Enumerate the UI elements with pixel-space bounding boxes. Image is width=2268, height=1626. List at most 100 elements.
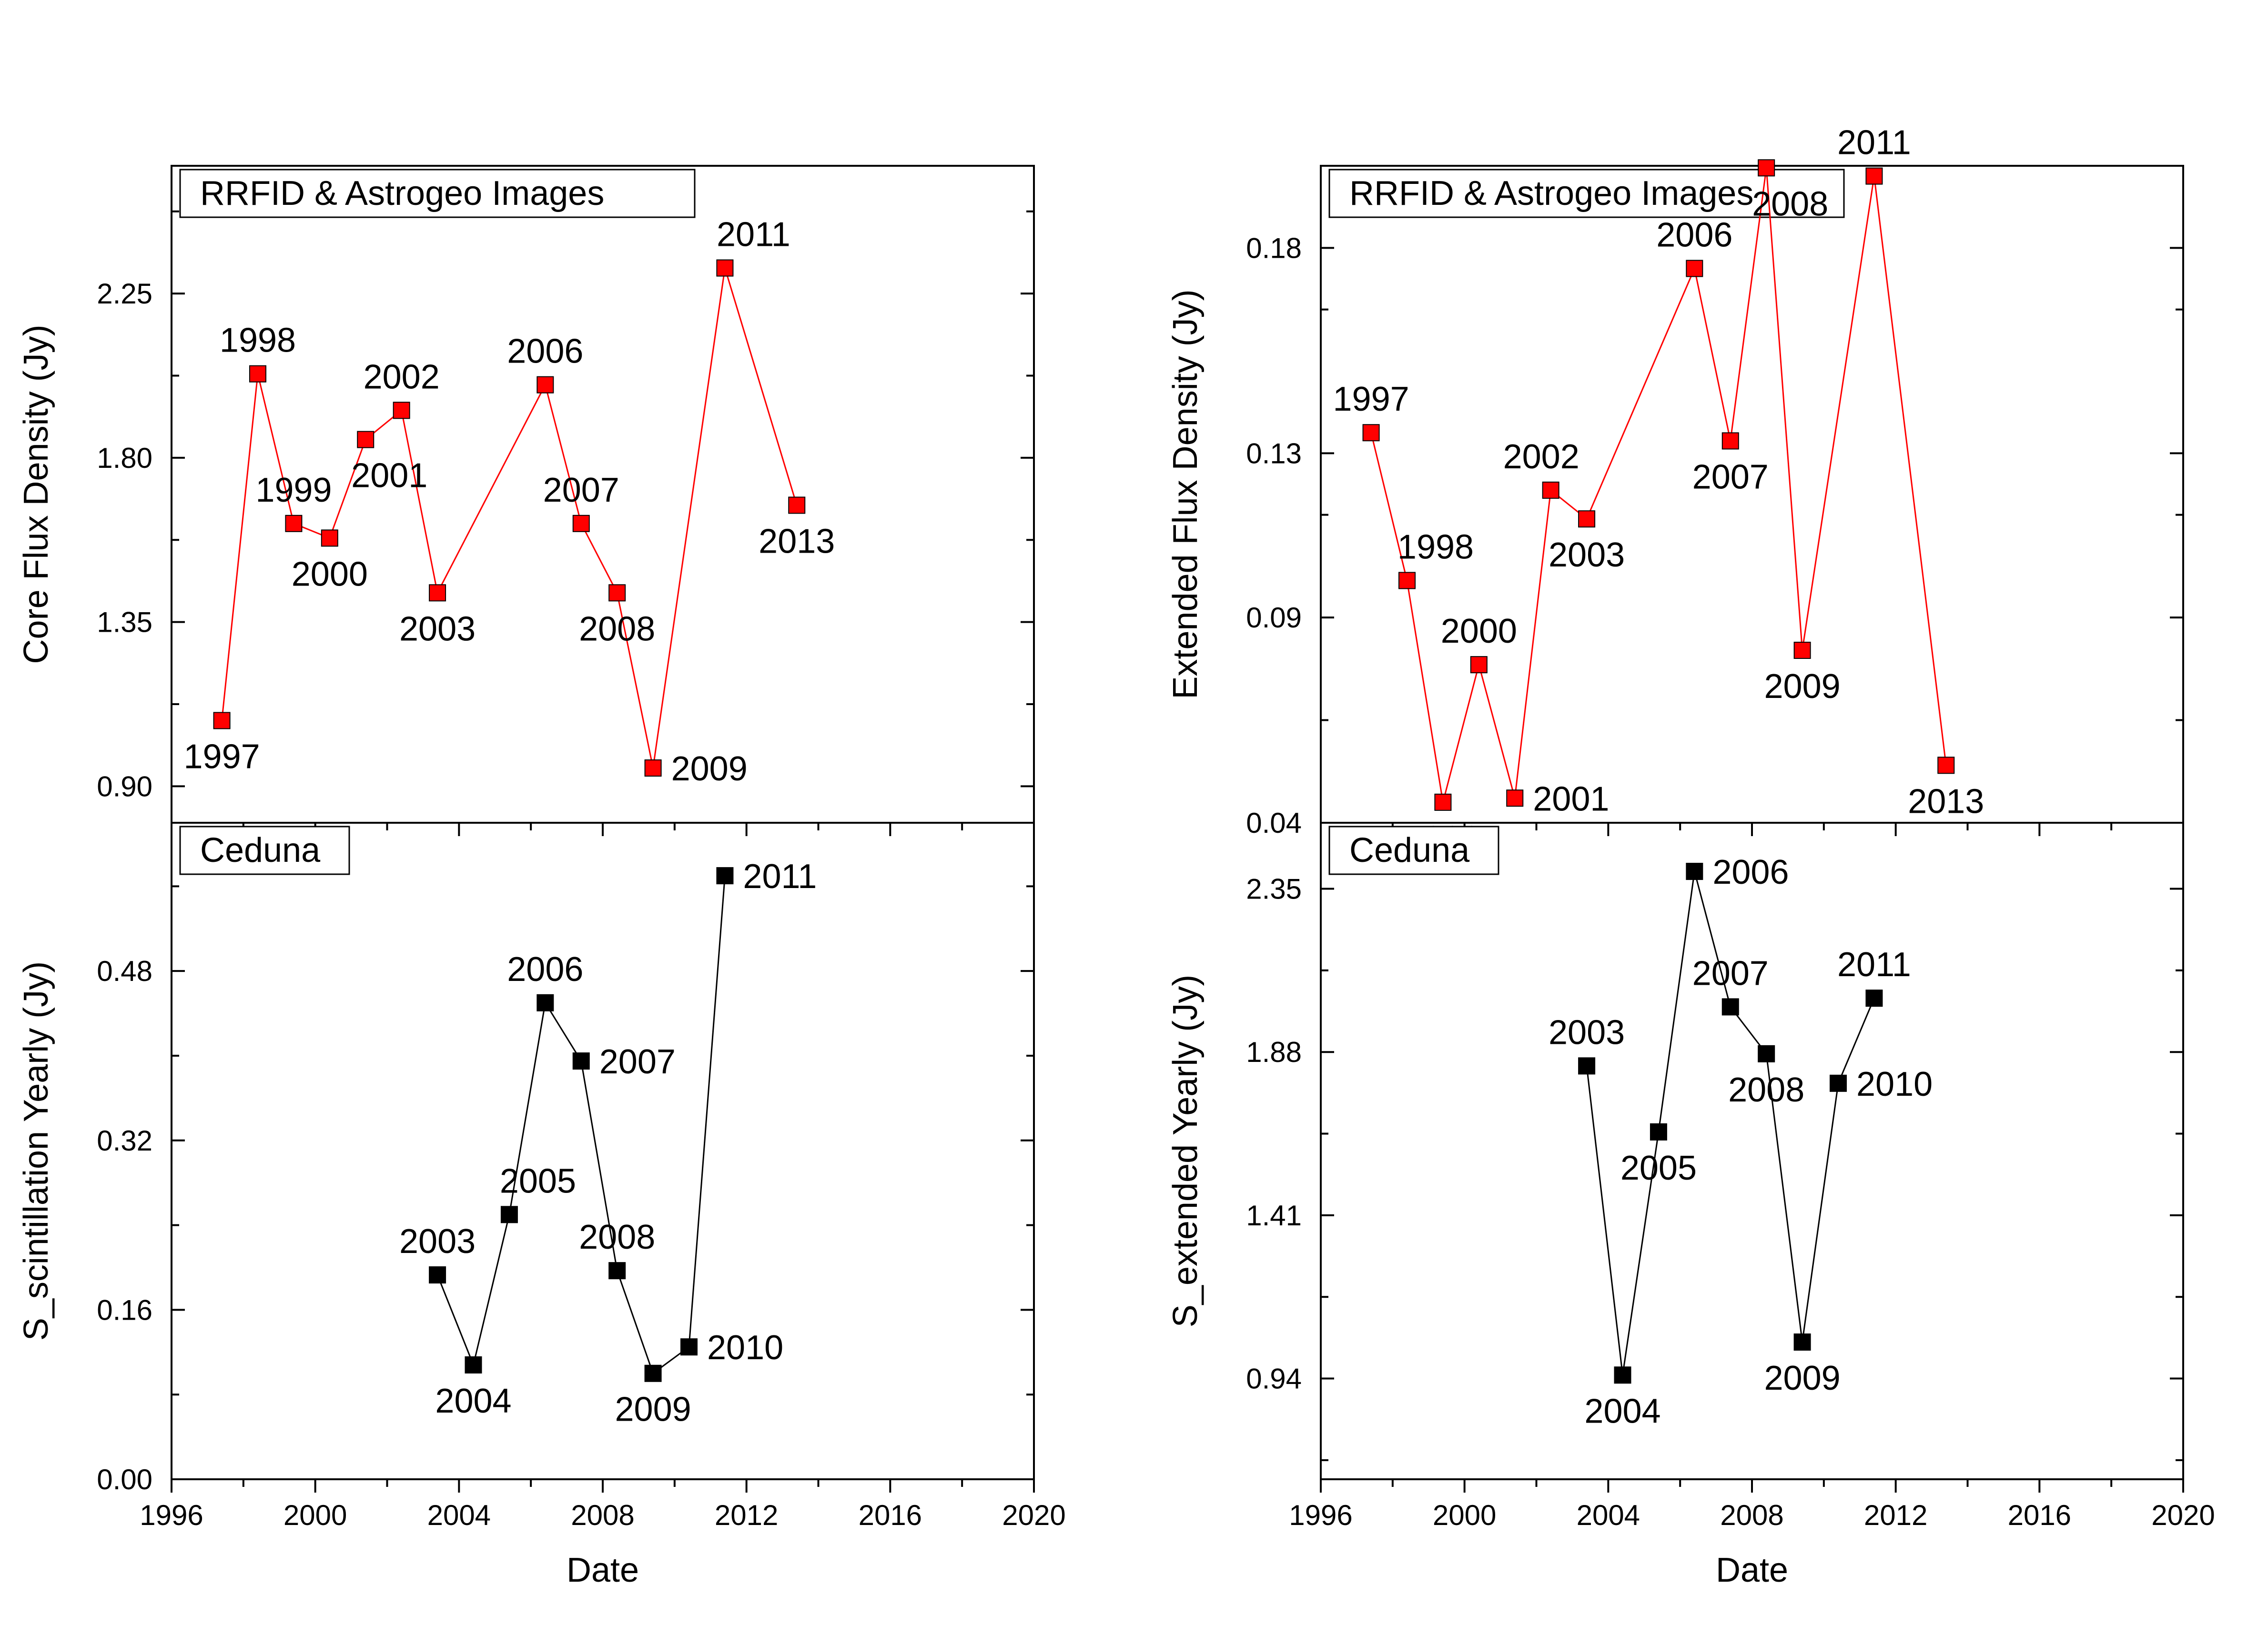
top-left-data-point <box>321 529 338 547</box>
bottom-left-data-point <box>644 1364 662 1382</box>
bottom-left-legend-box <box>179 826 350 875</box>
top-left-data-point <box>788 496 806 514</box>
bottom-left-data-point <box>465 1356 482 1374</box>
top-left-y-axis-title: Core Flux Density (Jy) <box>17 324 55 664</box>
bottom-right-data-point <box>1793 1333 1811 1351</box>
bottom-right-data-label: 2010 <box>1856 1065 1933 1103</box>
top-right-data-point <box>1434 793 1452 811</box>
bottom-left-data-point <box>572 1052 590 1070</box>
bottom-right-xtick-label: 1996 <box>1289 1499 1352 1531</box>
bottom-left-data-label: 2010 <box>707 1329 783 1367</box>
bottom-left-data-label: 2009 <box>615 1391 691 1429</box>
bottom-right-legend-box <box>1328 826 1499 875</box>
bottom-right-ytick-label: 1.88 <box>1246 1036 1302 1068</box>
bottom-right-y-axis-title: S_extended Yearly (Jy) <box>1166 975 1205 1327</box>
top-left-legend-box <box>179 169 696 218</box>
bottom-right-data-point <box>1830 1074 1847 1092</box>
top-right-data-point <box>1542 481 1559 499</box>
bottom-right-xtick-label: 2020 <box>2151 1499 2215 1531</box>
bottom-right-plot-frame <box>1320 822 2184 1480</box>
top-right-data-point <box>1398 572 1416 589</box>
bottom-left-ytick-label: 0.48 <box>97 955 152 987</box>
bottom-left-ytick-label: 0.00 <box>97 1464 152 1495</box>
top-left-ytick-label: 1.80 <box>97 442 152 474</box>
top-left-ytick-label: 2.25 <box>97 278 152 310</box>
bottom-left-ytick-label: 0.32 <box>97 1125 152 1157</box>
bottom-right-data-label: 2004 <box>1584 1392 1660 1430</box>
bottom-right-ytick-label: 2.35 <box>1246 873 1302 905</box>
top-right-data-label: 2011 <box>1837 124 1911 162</box>
top-right-data-label: 2001 <box>1533 780 1609 818</box>
bottom-right-series-line <box>1586 871 1875 1375</box>
top-left-data-point <box>249 365 266 383</box>
top-right-data-point <box>1758 159 1775 177</box>
bottom-left-data-point <box>429 1266 446 1284</box>
bottom-left-plot-frame <box>171 822 1035 1480</box>
bottom-left-data-label: 2008 <box>579 1218 655 1256</box>
bottom-right-ytick-label: 1.41 <box>1246 1200 1302 1232</box>
bottom-right-data-point <box>1614 1366 1631 1384</box>
bottom-right-xtick-label: 2008 <box>1720 1499 1783 1531</box>
bottom-left-data-point <box>680 1338 698 1356</box>
top-right-ytick-label: 0.18 <box>1246 232 1302 264</box>
bottom-right-data-label: 2005 <box>1620 1149 1697 1187</box>
bottom-right-data-label: 2006 <box>1712 853 1789 891</box>
top-left-data-point <box>716 259 734 277</box>
bottom-left-data-point <box>500 1206 518 1223</box>
top-left-data-label: 1998 <box>220 322 296 360</box>
bottom-right-data-point <box>1578 1057 1596 1075</box>
top-right-ytick-label: 0.13 <box>1246 437 1302 469</box>
bottom-right-legend-text: Ceduna <box>1349 831 1470 869</box>
top-left-data-label: 1997 <box>183 737 260 776</box>
bottom-left-xtick-label: 2020 <box>1002 1499 1065 1531</box>
top-right-data-label: 2009 <box>1764 667 1840 706</box>
top-left-data-label: 2001 <box>351 457 427 495</box>
top-left-data-point <box>213 712 231 729</box>
top-left-data-label: 2007 <box>543 471 619 509</box>
top-right-data-label: 2008 <box>1752 185 1828 223</box>
top-right-data-point <box>1578 510 1596 528</box>
bottom-left-xtick-label: 2012 <box>715 1499 778 1531</box>
top-right-data-point <box>1865 167 1883 185</box>
top-left-data-point <box>608 584 626 602</box>
bottom-left-xtick-label: 2008 <box>571 1499 634 1531</box>
top-right-legend-box <box>1328 169 1845 218</box>
bottom-right-data-label: 2007 <box>1692 954 1769 992</box>
top-right-data-point <box>1721 432 1739 450</box>
bottom-left-data-label: 2005 <box>500 1162 576 1200</box>
top-left-data-label: 2009 <box>671 750 748 788</box>
top-right-legend-text: RRFID & Astrogeo Images <box>1349 174 1753 212</box>
top-left-ytick-label: 1.35 <box>97 606 152 638</box>
top-left-data-label: 2013 <box>759 522 835 560</box>
bottom-right-data-label: 2011 <box>1837 946 1911 984</box>
top-right-data-label: 2006 <box>1656 216 1732 254</box>
top-left-data-point <box>572 515 590 532</box>
bottom-left-data-label: 2003 <box>399 1222 476 1261</box>
top-left-legend-text: RRFID & Astrogeo Images <box>200 174 604 212</box>
bottom-left-xtick-label: 2004 <box>427 1499 491 1531</box>
top-left-data-point <box>393 402 410 419</box>
bottom-right-data-label: 2008 <box>1728 1071 1804 1109</box>
top-right-data-label: 2002 <box>1503 438 1580 476</box>
bottom-left-data-label: 2007 <box>599 1043 676 1081</box>
bottom-left-ytick-label: 0.16 <box>97 1294 152 1326</box>
bottom-left-xtick-label: 1996 <box>140 1499 203 1531</box>
top-right-ytick-label: 0.04 <box>1246 807 1302 839</box>
bottom-right-xtick-label: 2000 <box>1433 1499 1496 1531</box>
top-left-data-label: 2003 <box>399 610 476 648</box>
top-right-data-label: 1998 <box>1397 528 1474 566</box>
top-right-series-line <box>1370 168 1947 803</box>
top-right-data-point <box>1686 260 1703 277</box>
top-left-data-point <box>537 376 554 394</box>
bottom-right-data-point <box>1758 1045 1775 1062</box>
top-left-data-label: 2011 <box>717 216 790 254</box>
top-left-data-point <box>644 759 662 777</box>
bottom-left-y-axis-title: S_scintillation Yearly (Jy) <box>17 961 55 1341</box>
top-left-data-label: 2006 <box>507 333 583 371</box>
bottom-right-xtick-label: 2012 <box>1864 1499 1927 1531</box>
bottom-right-data-point <box>1686 863 1703 880</box>
bottom-left-data-label: 2006 <box>507 950 583 989</box>
bottom-left-legend-text: Ceduna <box>200 831 321 869</box>
top-left-data-point <box>285 515 303 532</box>
